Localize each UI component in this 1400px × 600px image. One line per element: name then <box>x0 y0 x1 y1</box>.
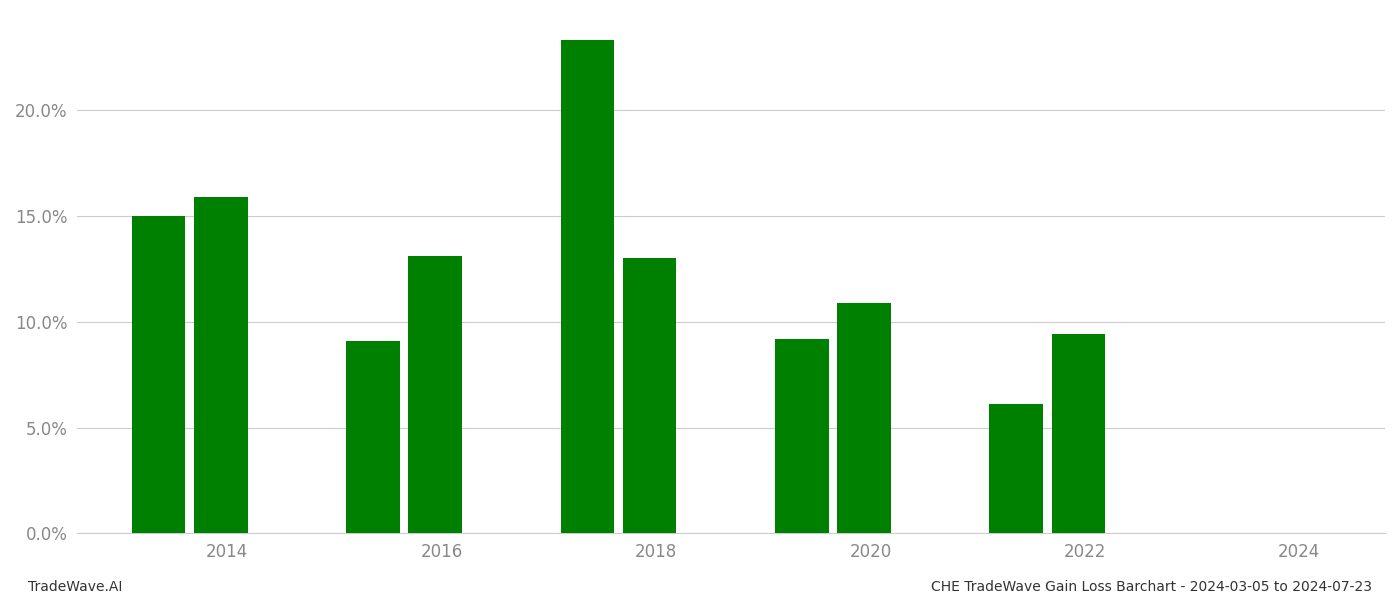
Bar <box>560 40 615 533</box>
Bar <box>1051 334 1105 533</box>
Bar <box>346 341 400 533</box>
Bar <box>990 404 1043 533</box>
Bar <box>409 256 462 533</box>
Text: CHE TradeWave Gain Loss Barchart - 2024-03-05 to 2024-07-23: CHE TradeWave Gain Loss Barchart - 2024-… <box>931 580 1372 594</box>
Bar <box>132 216 185 533</box>
Bar <box>776 338 829 533</box>
Text: TradeWave.AI: TradeWave.AI <box>28 580 122 594</box>
Bar <box>195 197 248 533</box>
Bar <box>837 302 890 533</box>
Bar <box>623 258 676 533</box>
